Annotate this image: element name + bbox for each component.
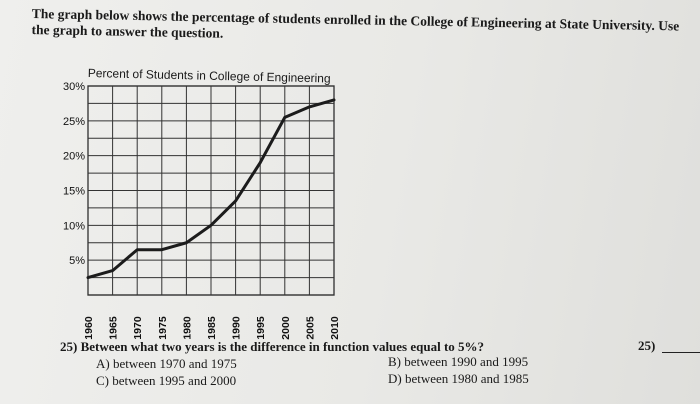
y-tick-label: 15% (63, 186, 85, 198)
x-tick-label: 1970 (132, 316, 144, 340)
choice-a[interactable]: A) between 1970 and 1975 (96, 356, 237, 371)
data-point (185, 241, 188, 244)
y-axis-tick-labels: 30% 25% 20% 15% 10% 5% (63, 81, 85, 267)
chart-grid (87, 85, 335, 296)
y-tick-label: 30% (63, 81, 85, 93)
data-point (136, 248, 138, 251)
x-tick-label: 1960 (83, 316, 95, 340)
question-text: 25) Between what two years is the differ… (60, 339, 485, 354)
x-tick-label: 1975 (157, 316, 169, 340)
x-tick-label: 2000 (280, 316, 292, 340)
data-point (259, 161, 262, 164)
data-point (333, 99, 335, 101)
x-tick-label: 1990 (231, 316, 243, 340)
data-point (111, 269, 114, 272)
x-tick-label: 1985 (206, 316, 218, 340)
x-tick-label: 2010 (329, 316, 341, 340)
choice-b[interactable]: B) between 1990 and 1995 (388, 354, 529, 369)
data-point (87, 276, 89, 279)
choice-c[interactable]: C) between 1995 and 2000 (96, 373, 237, 388)
x-tick-label: 1980 (181, 316, 193, 340)
chart-series (86, 98, 336, 280)
x-tick-label: 2005 (304, 316, 316, 340)
data-point (234, 200, 237, 202)
y-tick-label: 10% (63, 220, 85, 232)
x-tick-label: 1995 (255, 316, 267, 340)
answer-blank[interactable] (662, 352, 700, 353)
x-tick-label: 1965 (108, 316, 120, 340)
data-point (284, 116, 286, 119)
data-point (161, 248, 163, 251)
choice-d[interactable]: D) between 1980 and 1985 (388, 371, 529, 386)
y-tick-label: 5% (69, 255, 85, 267)
x-axis-tick-labels: 1960 1965 1970 1975 1980 1985 1990 1995 2000 2005… (83, 316, 341, 340)
data-point (308, 106, 311, 108)
y-tick-label: 20% (63, 151, 85, 163)
answer-number: 25) (638, 338, 656, 353)
data-point (210, 224, 212, 227)
y-tick-label: 25% (63, 116, 85, 128)
